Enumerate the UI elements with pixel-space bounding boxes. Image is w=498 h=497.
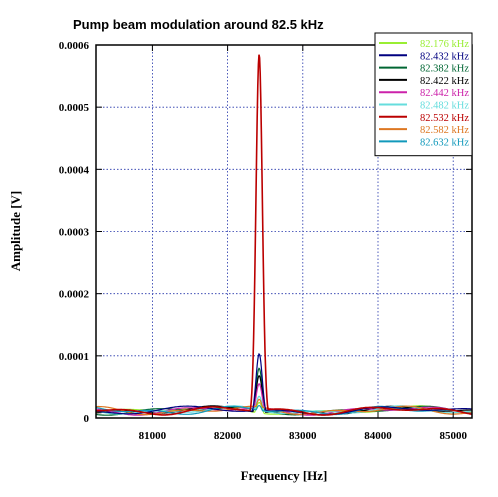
legend-label-8: 82.632 kHz: [420, 137, 469, 148]
legend-label-0: 82.176 kHz: [420, 39, 469, 50]
x-axis-label: Frequency [Hz]: [241, 468, 328, 483]
plot-lines: [95, 54, 473, 416]
grid: [96, 45, 472, 418]
legend-label-1: 82.432 kHz: [420, 51, 469, 62]
legend-label-7: 82.582 kHz: [420, 125, 469, 136]
y-tick-label-2: 0.0002: [59, 289, 90, 301]
legend-label-5: 82.482 kHz: [420, 101, 469, 112]
legend-box: [374, 32, 473, 157]
y-axis-label: Amplitude [V]: [8, 191, 23, 272]
y-axis: 0 0.0001 0.0002 0.0003 0.0004 0.0005 0.0006: [59, 40, 472, 425]
legend-label-4: 82.442 kHz: [420, 88, 469, 99]
y-tick-label-3: 0.0003: [59, 227, 90, 239]
legend-label-3: 82.422 kHz: [420, 76, 469, 87]
x-axis: 81000 82000 83000 84000 85000: [139, 45, 467, 442]
legend-label-2: 82.382 kHz: [420, 64, 469, 75]
y-tick-label-0: 0: [84, 413, 90, 425]
y-tick-label-4: 0.0004: [59, 164, 90, 176]
x-tick-label-0: 81000: [139, 430, 167, 442]
series-line-1: [96, 352, 473, 416]
series-line-7: [96, 398, 473, 416]
y-tick-label-1: 0.0001: [59, 351, 89, 363]
x-tick-label-3: 84000: [364, 430, 392, 442]
y-tick-label-6: 0.0006: [59, 40, 90, 52]
x-tick-label-2: 83000: [289, 430, 317, 442]
chart-title: Pump beam modulation around 82.5 kHz: [73, 17, 324, 32]
legend-label-6: 82.532 kHz: [420, 113, 469, 124]
y-tick-label-5: 0.0005: [59, 102, 90, 114]
x-tick-label-1: 82000: [214, 430, 242, 442]
series-line-6: [96, 54, 473, 416]
x-tick-label-4: 85000: [439, 430, 467, 442]
